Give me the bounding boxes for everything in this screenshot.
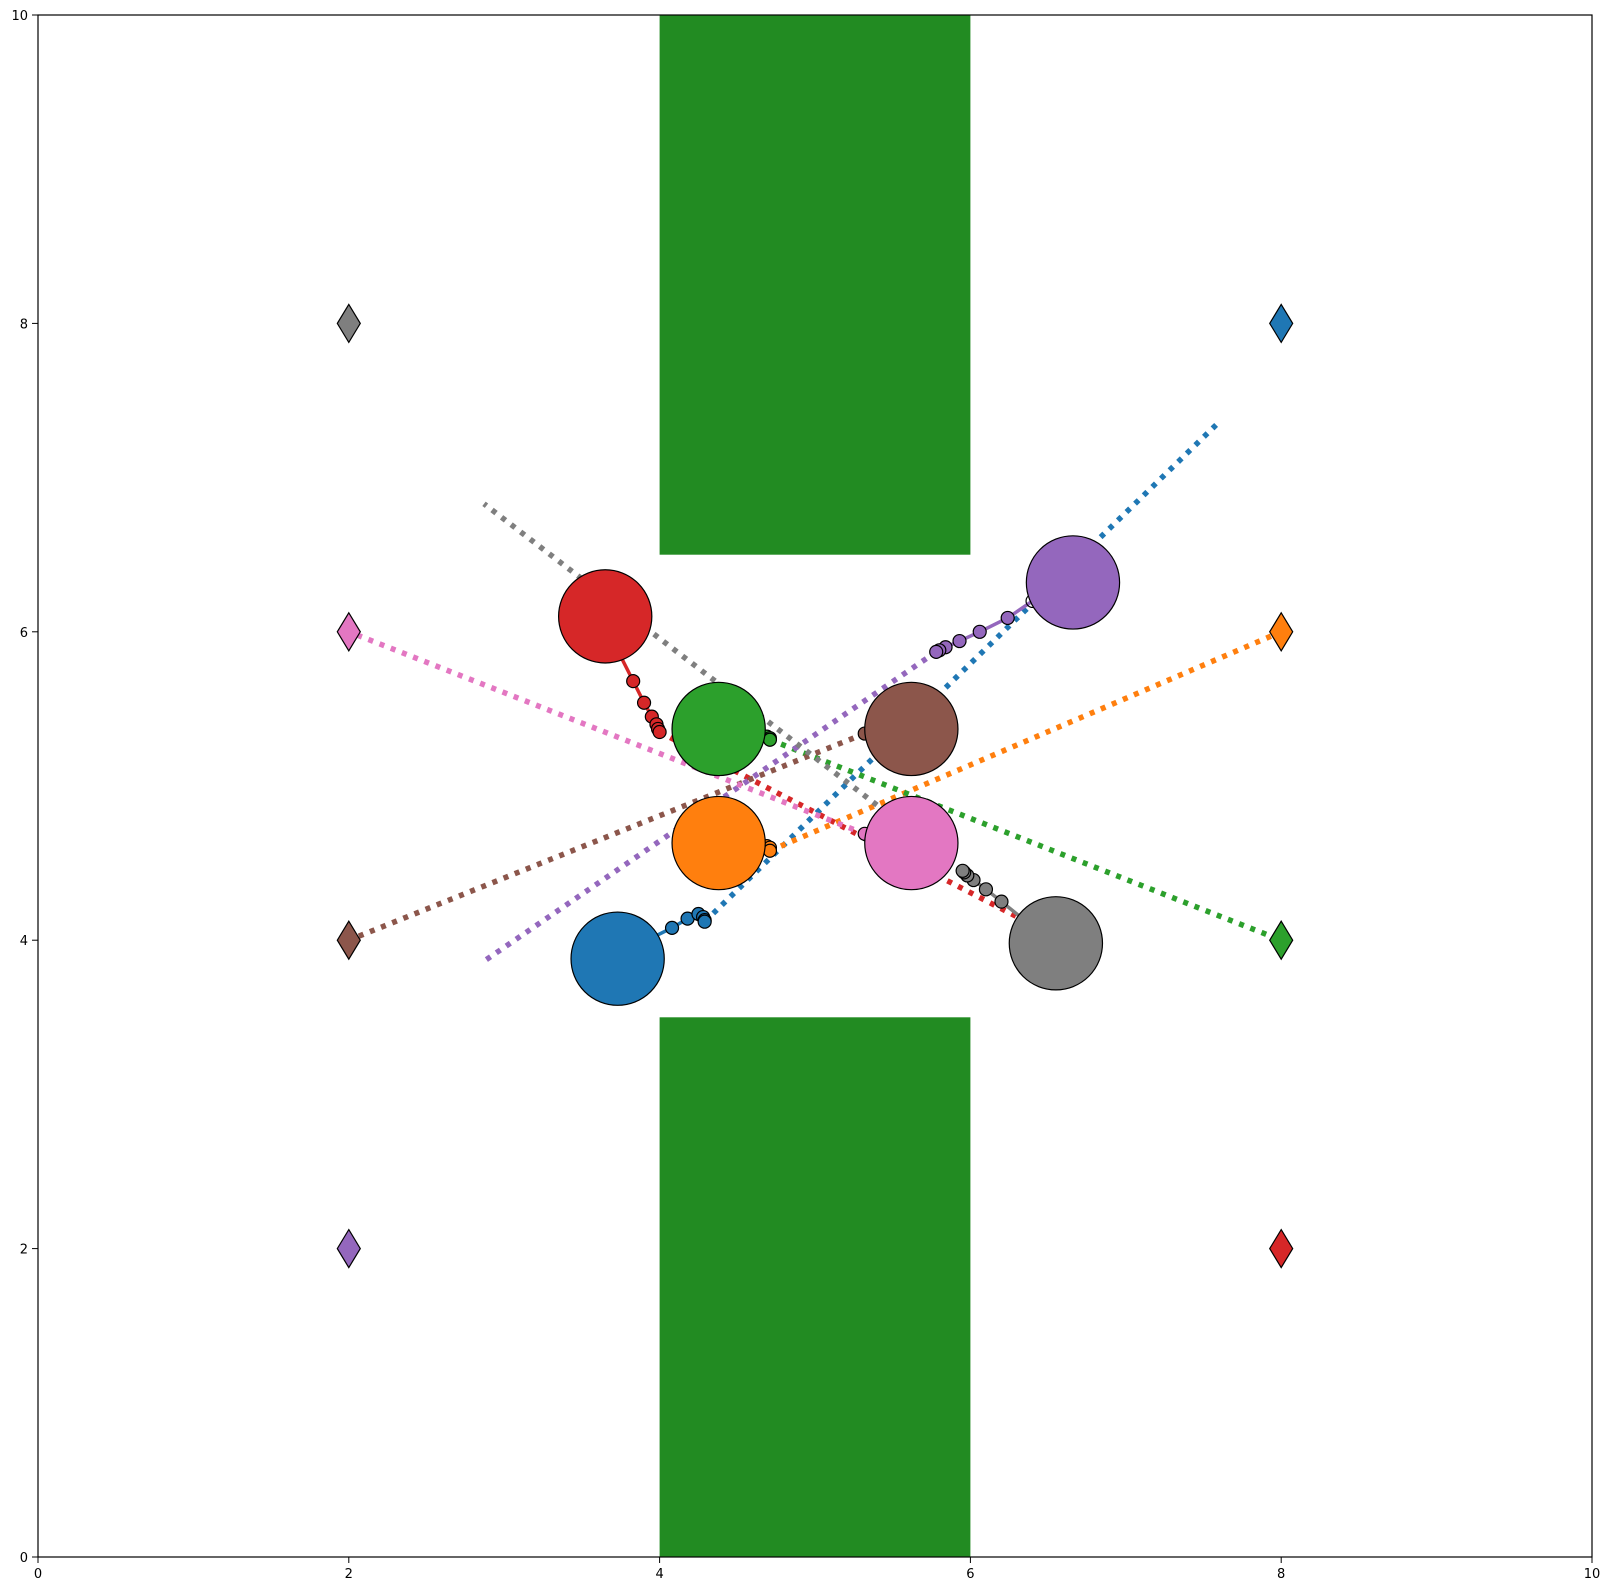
y-tick-label: 8 [20, 317, 28, 332]
trajectory-point [994, 894, 1009, 909]
goal-diamond-marker [1268, 303, 1294, 344]
y-tick-label: 4 [20, 934, 28, 949]
agent-circle [570, 911, 665, 1006]
goal-diamond-marker [1268, 1228, 1294, 1269]
obstacle-rect [659, 15, 971, 555]
trajectory-point [972, 624, 987, 639]
x-tick-label: 0 [34, 1567, 42, 1582]
trajectory-point [1000, 610, 1015, 626]
plot-frame [37, 14, 1593, 1558]
planned-path-line [347, 731, 866, 943]
agent-circle [1008, 896, 1104, 991]
agent-circle [557, 569, 653, 664]
goal-diamond-marker [1268, 920, 1294, 961]
goal-diamond-marker [1268, 611, 1294, 652]
x-tick-label: 6 [966, 1567, 974, 1582]
planned-path-line [768, 629, 1283, 854]
trajectory-point [955, 863, 970, 878]
x-tick-label: 4 [655, 1567, 663, 1582]
x-tick-label: 10 [1584, 1567, 1601, 1582]
agent-circle [864, 681, 959, 777]
goal-diamond-marker [336, 303, 362, 344]
agent-circle [1025, 535, 1121, 630]
planned-path-line [479, 649, 938, 966]
goal-diamond-marker [336, 920, 362, 961]
goal-diamond-marker [336, 611, 362, 652]
trajectory-point [978, 882, 994, 897]
trajectory-point [626, 674, 641, 689]
y-tick-label: 10 [11, 9, 28, 24]
trajectory-point [664, 920, 680, 935]
planned-path-line [768, 737, 1283, 943]
x-tick-label: 8 [1277, 1567, 1285, 1582]
agent-circle [671, 681, 766, 777]
trajectory-point [652, 724, 667, 740]
trajectory-point [697, 914, 712, 929]
x-tick-label: 2 [345, 1567, 353, 1582]
planned-path-line [347, 629, 866, 837]
agent-circle [671, 795, 766, 891]
trajectory-point [636, 695, 652, 710]
goal-marker-layer [336, 303, 1294, 1269]
x-axis: 0 2 4 6 8 10 [34, 1557, 1600, 1582]
obstacle-layer [659, 15, 971, 1557]
y-tick-label: 6 [20, 626, 28, 641]
y-axis: 0 2 4 6 8 10 [11, 9, 38, 1566]
y-tick-label: 2 [20, 1243, 28, 1258]
y-tick-label: 0 [20, 1551, 28, 1566]
trajectory-point [929, 644, 944, 659]
trajectory-point [952, 633, 967, 649]
obstacle-rect [659, 1017, 971, 1557]
goal-diamond-marker [336, 1228, 362, 1269]
agent-layer [557, 535, 1121, 1006]
agent-circle [864, 795, 959, 891]
